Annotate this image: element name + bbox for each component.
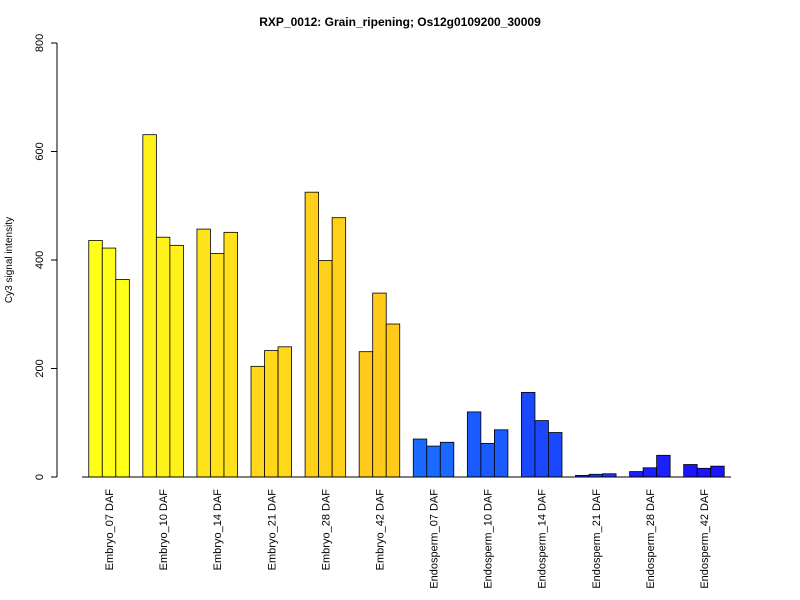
bar (196, 228, 211, 478)
bar (169, 244, 184, 478)
bar (318, 260, 333, 478)
x-tick-label: Embryo_07 DAF (104, 489, 116, 571)
bar (412, 438, 428, 478)
bar (142, 134, 157, 478)
x-tick-label: Endosperm_28 DAF (645, 489, 657, 589)
bar (534, 420, 549, 478)
y-axis: 0 200 400 600 800 (34, 34, 58, 480)
x-axis: Embryo_07 DAF Embryo_10 DAF Embryo_14 DAF E… (82, 476, 731, 589)
x-tick-label: Embryo_21 DAF (266, 489, 278, 571)
bar (521, 391, 536, 478)
y-tick-label: 400 (34, 251, 46, 269)
bar (683, 464, 698, 478)
bar (480, 442, 495, 478)
bar (331, 217, 347, 478)
x-tick-label: Endosperm_07 DAF (429, 489, 441, 589)
bar (223, 231, 238, 478)
chart-title: RXP_0012: Grain_ripening; Os12g0109200_3… (259, 15, 541, 29)
y-tick-label: 0 (34, 474, 46, 480)
bar (629, 471, 644, 478)
bar (88, 240, 103, 478)
x-tick-label: Embryo_14 DAF (212, 489, 224, 571)
bar (710, 465, 725, 478)
y-tick-label: 800 (34, 34, 46, 52)
y-axis-label: Cy3 signal intensity (4, 217, 15, 303)
bar (656, 454, 671, 478)
x-tick-label: Embryo_10 DAF (158, 489, 170, 571)
x-tick-label: Embryo_42 DAF (374, 489, 386, 571)
bar (426, 445, 441, 478)
bar (385, 323, 401, 478)
bar (210, 253, 225, 478)
bar (115, 279, 130, 478)
bar (439, 441, 455, 478)
bar (493, 429, 509, 478)
bar (466, 411, 482, 478)
bar (372, 292, 387, 478)
x-tick-label: Embryo_28 DAF (320, 489, 332, 571)
bar (696, 467, 712, 478)
x-tick-label: Endosperm_10 DAF (483, 489, 495, 589)
y-tick-label: 200 (34, 359, 46, 377)
x-tick-label: Endosperm_21 DAF (591, 489, 603, 589)
bar (358, 351, 374, 478)
y-tick-label: 600 (34, 142, 46, 160)
bar (250, 365, 265, 478)
bar (642, 467, 658, 478)
bar (101, 247, 117, 478)
bar (155, 236, 171, 478)
x-tick-label: Endosperm_42 DAF (699, 489, 711, 589)
bar (548, 432, 563, 478)
bar (304, 191, 320, 478)
x-tick-label: Endosperm_14 DAF (537, 489, 549, 589)
bar (277, 346, 292, 478)
bars-group (88, 134, 725, 478)
bar (264, 350, 279, 478)
